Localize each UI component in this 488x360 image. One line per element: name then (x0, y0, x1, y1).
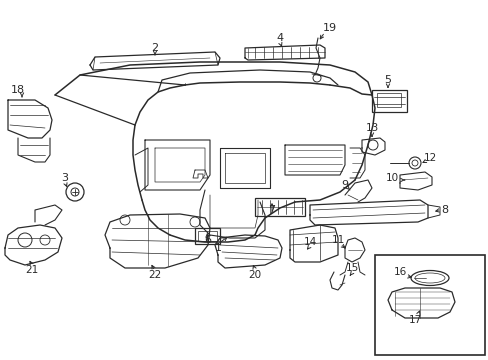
Text: 12: 12 (423, 153, 436, 163)
Text: 19: 19 (322, 23, 336, 33)
Text: 17: 17 (407, 315, 421, 325)
Text: 6: 6 (204, 235, 211, 245)
Text: 9: 9 (341, 180, 348, 190)
Text: 4: 4 (276, 33, 283, 43)
Bar (374, 255, 484, 355)
Text: 13: 13 (365, 123, 378, 133)
Text: 15: 15 (345, 263, 358, 273)
Text: 2: 2 (151, 43, 158, 53)
Text: 11: 11 (331, 235, 344, 245)
Circle shape (408, 157, 420, 169)
Bar (376, 93, 400, 107)
Bar (371, 90, 406, 112)
Text: 1: 1 (214, 243, 221, 253)
Text: 14: 14 (303, 237, 316, 247)
Text: 18: 18 (11, 85, 25, 95)
Bar (198, 231, 217, 241)
Bar (195, 228, 220, 244)
Text: 5: 5 (384, 75, 391, 85)
Text: 3: 3 (61, 173, 68, 183)
Text: 16: 16 (392, 267, 406, 277)
Text: 21: 21 (25, 265, 39, 275)
Text: 10: 10 (385, 173, 398, 183)
Text: 8: 8 (441, 205, 447, 215)
Bar (254, 198, 305, 216)
Text: 22: 22 (148, 270, 162, 280)
Text: 20: 20 (248, 270, 261, 280)
Circle shape (66, 183, 84, 201)
Text: 7: 7 (268, 205, 275, 215)
Ellipse shape (410, 270, 448, 285)
